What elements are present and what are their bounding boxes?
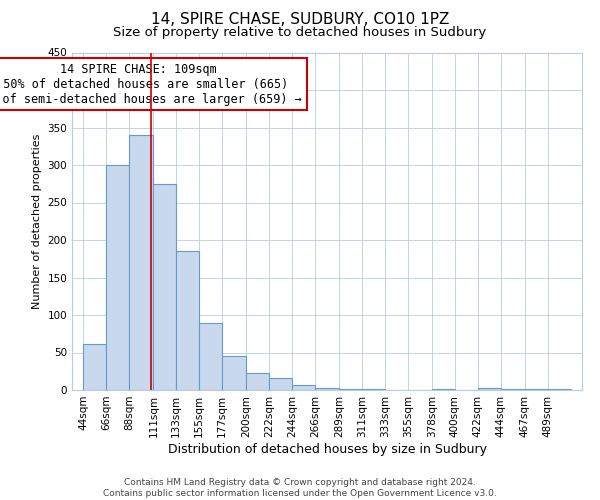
Bar: [362, 389, 385, 390]
Bar: [432, 389, 455, 390]
Text: Size of property relative to detached houses in Sudbury: Size of property relative to detached ho…: [113, 26, 487, 39]
Bar: [83, 344, 106, 390]
Bar: [199, 322, 222, 390]
Bar: [269, 378, 292, 390]
Bar: [548, 388, 571, 390]
Bar: [130, 135, 154, 390]
Bar: [500, 388, 524, 390]
Bar: [339, 389, 362, 390]
Bar: [524, 389, 548, 390]
X-axis label: Distribution of detached houses by size in Sudbury: Distribution of detached houses by size …: [167, 442, 487, 456]
Bar: [478, 388, 500, 390]
Text: 14 SPIRE CHASE: 109sqm
← 50% of detached houses are smaller (665)
49% of semi-de: 14 SPIRE CHASE: 109sqm ← 50% of detached…: [0, 62, 302, 106]
Y-axis label: Number of detached properties: Number of detached properties: [32, 134, 42, 309]
Bar: [106, 165, 130, 390]
Bar: [176, 251, 199, 390]
Bar: [246, 373, 269, 390]
Bar: [315, 388, 339, 390]
Text: 14, SPIRE CHASE, SUDBURY, CO10 1PZ: 14, SPIRE CHASE, SUDBURY, CO10 1PZ: [151, 12, 449, 28]
Bar: [292, 385, 315, 390]
Bar: [222, 356, 246, 390]
Bar: [154, 184, 176, 390]
Text: Contains HM Land Registry data © Crown copyright and database right 2024.
Contai: Contains HM Land Registry data © Crown c…: [103, 478, 497, 498]
